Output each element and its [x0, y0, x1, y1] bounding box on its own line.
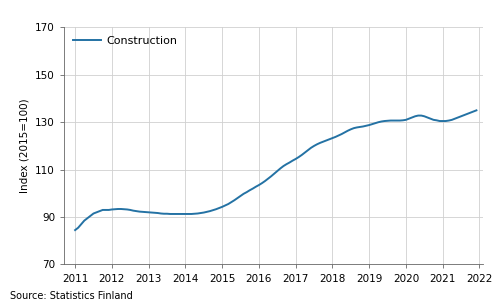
Construction [195, 212, 201, 215]
Construction [394, 119, 400, 123]
Line: Construction: Construction [75, 110, 476, 230]
Construction [106, 208, 112, 212]
Construction [72, 228, 78, 232]
Construction [397, 119, 403, 123]
Legend: Construction: Construction [70, 33, 180, 50]
Text: Source: Statistics Finland: Source: Statistics Finland [10, 291, 133, 301]
Y-axis label: Index (2015=100): Index (2015=100) [20, 98, 30, 193]
Construction [121, 207, 127, 211]
Construction [207, 209, 213, 213]
Construction [473, 109, 479, 112]
